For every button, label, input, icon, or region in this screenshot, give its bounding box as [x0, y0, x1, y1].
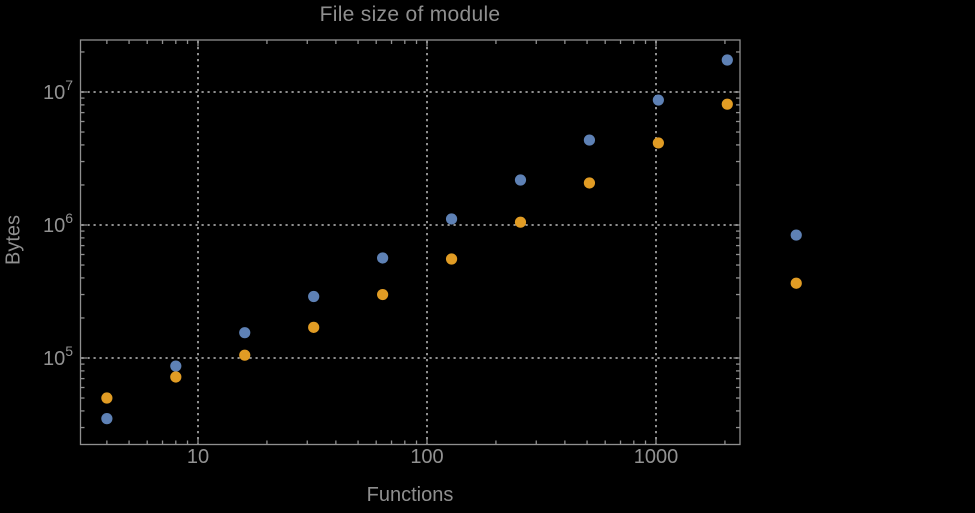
data-point-orange [721, 98, 733, 110]
plot-frame [79, 39, 741, 446]
data-point-blue [445, 213, 458, 225]
data-point-orange [790, 277, 802, 289]
data-point-blue [101, 413, 113, 425]
data-point-orange [583, 177, 596, 189]
data-point-blue [652, 94, 664, 106]
y-tick-label: 106 [43, 210, 73, 237]
frame [79, 39, 741, 446]
gridlines [81, 41, 739, 444]
x-axis-label: Functions [366, 484, 454, 506]
y-tick-label: 105 [43, 343, 73, 370]
data-point-orange [377, 288, 389, 301]
data-point-blue [790, 229, 802, 241]
data-point-orange [514, 216, 527, 228]
data-point-orange [445, 253, 458, 265]
series-blue [101, 54, 802, 425]
data-point-orange [308, 321, 320, 333]
series-orange [101, 98, 802, 404]
data-point-blue [239, 327, 251, 339]
x-tick-label: 1000 [634, 446, 679, 468]
y-tick-label: 107 [43, 77, 73, 104]
data-point-blue [583, 134, 596, 146]
data-point-blue [308, 290, 320, 303]
data-point-orange [652, 137, 664, 149]
data-point-orange [101, 392, 113, 404]
chart-title: File size of module [319, 3, 501, 26]
data-point-blue [514, 174, 527, 186]
x-tick-label: 10 [187, 446, 209, 468]
data-point-orange [239, 349, 251, 361]
data-point-blue [377, 252, 389, 264]
data-point-blue [170, 360, 182, 372]
data-point-orange [170, 371, 182, 383]
tick-labels: 10 100 1000 105 106 107 [43, 77, 678, 468]
data-point-blue [721, 54, 733, 66]
ticks [80, 40, 740, 445]
x-tick-label: 100 [410, 446, 443, 468]
